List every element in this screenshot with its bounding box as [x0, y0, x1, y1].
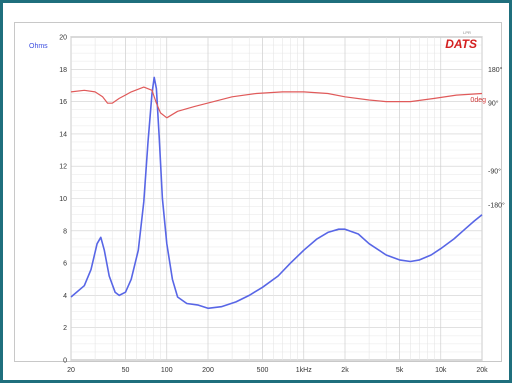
phase-tick-label: -90°	[488, 168, 501, 176]
x-tick-label: 1kHz	[296, 367, 312, 374]
right-axis-label: 0deg	[470, 97, 486, 104]
y-tick-label: 14	[59, 131, 67, 138]
y-tick-label: 2	[63, 325, 67, 332]
x-tick-label: 10k	[435, 367, 447, 374]
y-axis-ticks: 0 2 4 6 8 10 12 14 16 18 20	[59, 35, 67, 365]
x-tick-label: 200	[202, 367, 214, 374]
y-tick-label: 12	[59, 164, 67, 171]
chart-series	[70, 76, 483, 310]
brand-logo: DATS	[445, 37, 477, 51]
phase-axis-ticks: 180° 90° -90° -180°	[488, 66, 505, 210]
y-tick-label: 10	[59, 196, 67, 203]
x-axis-ticks: 20 50 100 200 500 1kHz 2k 5k 10k 20k	[67, 37, 488, 374]
y-tick-label: 0	[63, 358, 67, 365]
impedance-line	[70, 76, 483, 310]
x-tick-label: 20k	[476, 367, 488, 374]
chart-grid	[70, 36, 483, 361]
x-tick-label: 2k	[341, 367, 349, 374]
chart-border	[14, 22, 502, 362]
y-tick-label: 18	[59, 67, 67, 74]
x-tick-label: 100	[161, 367, 173, 374]
x-tick-label: 50	[122, 367, 130, 374]
y-tick-label: 4	[63, 293, 67, 300]
impedance-chart: 20 50 100 200 500 1kHz 2k 5k 10k 20k 0 2 4 6 8 10 12 14 1…	[29, 30, 505, 374]
y-tick-label: 16	[59, 99, 67, 106]
y-tick-label: 20	[59, 35, 67, 42]
phase-tick-label: 180°	[488, 66, 503, 74]
left-axis-label: Ohms	[29, 43, 48, 50]
brand-mark: LPR	[463, 30, 471, 35]
y-tick-label: 8	[63, 228, 67, 235]
x-tick-label: 5k	[396, 367, 404, 374]
y-tick-label: 6	[63, 261, 67, 268]
x-tick-label: 500	[257, 367, 269, 374]
phase-tick-label: 90°	[488, 100, 499, 108]
phase-tick-label: -180°	[488, 201, 505, 209]
phase-line	[70, 86, 483, 119]
x-tick-label: 20	[67, 367, 75, 374]
